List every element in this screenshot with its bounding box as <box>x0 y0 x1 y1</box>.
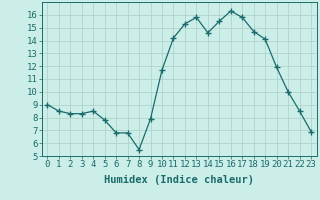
X-axis label: Humidex (Indice chaleur): Humidex (Indice chaleur) <box>104 175 254 185</box>
